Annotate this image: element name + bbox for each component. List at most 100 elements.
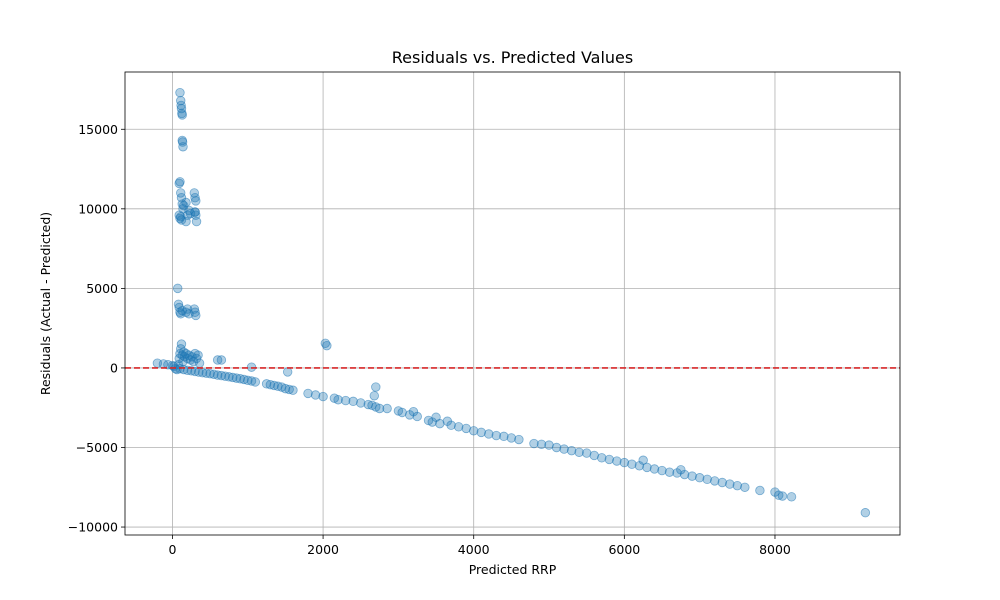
data-point [228,372,238,383]
data-point [740,482,750,492]
data-point [597,453,607,463]
data-point [363,399,373,410]
data-point [224,372,234,382]
data-point [725,479,735,489]
data-point [190,307,200,317]
data-points [152,87,871,518]
y-tick-label: −10000 [68,520,118,535]
data-point [581,448,592,458]
data-point [694,473,705,483]
data-point [175,87,185,98]
data-point [190,366,200,377]
data-point [672,468,682,478]
data-point [397,407,407,418]
data-point [212,370,223,380]
y-tick-label: 5000 [86,281,118,296]
data-point [356,398,366,408]
data-point [173,283,183,294]
data-point [638,455,648,465]
data-point [181,197,191,208]
data-point [369,391,379,401]
plot-frame [124,71,901,536]
data-point [178,142,188,152]
y-tick-label: −5000 [76,440,118,455]
data-point [574,447,584,457]
data-point [777,491,788,501]
data-point [191,310,201,321]
data-point [269,380,279,391]
data-point [427,417,437,427]
data-point [243,375,253,386]
data-point [322,340,332,351]
data-point [348,396,358,407]
data-point [176,339,187,349]
data-point [566,445,577,456]
data-point [246,376,257,386]
data-point [446,420,456,430]
data-point [280,383,291,394]
data-point [551,442,562,453]
chart-title: Residuals vs. Predicted Values [392,48,633,67]
data-point [404,410,415,420]
x-tick-label: 6000 [608,542,640,557]
data-point [190,207,200,217]
data-point [679,469,690,480]
data-point [604,454,614,465]
data-point [216,355,227,365]
grid-lines [125,72,900,535]
data-point [687,471,697,481]
data-point [536,439,547,450]
data-point [732,480,743,491]
data-point [529,438,539,449]
data-point [461,423,471,434]
data-point [212,355,223,365]
y-tick-label: 10000 [78,201,118,216]
data-point [371,382,381,392]
data-point [506,433,517,443]
data-point [774,490,784,500]
data-point [382,403,392,414]
data-point [190,192,200,203]
data-point [181,216,191,227]
data-point [340,395,351,406]
data-point [770,487,780,497]
x-axis-label: Predicted RRP [469,562,557,577]
data-point [176,95,186,106]
data-point [194,358,205,368]
data-point [860,508,871,518]
x-tick-label: 0 [168,542,176,557]
data-point [627,459,637,469]
data-point [288,385,298,395]
data-point [544,440,554,450]
data-point [453,422,464,432]
data-point [717,477,727,488]
data-point [174,178,184,189]
y-axis-label: Residuals (Actual - Predicted) [38,212,53,395]
data-point [491,430,502,441]
data-point [177,137,188,147]
data-point [189,188,199,198]
data-point [231,373,242,383]
data-point [303,388,313,399]
data-point [175,177,185,187]
data-point [786,492,797,502]
data-point [499,431,509,442]
data-point [435,418,445,429]
data-point [205,368,215,379]
data-point [265,379,276,390]
axis-ticks: 0 2000 4000 6000 8000 −10000 −5000 0 5000 10000 15… [68,122,791,557]
data-point [484,429,494,439]
data-point [612,456,622,466]
data-point [239,374,249,385]
x-tick-label: 4000 [458,542,490,557]
data-point [589,450,599,461]
data-point [333,395,343,405]
x-tick-label: 8000 [759,542,791,557]
data-point [209,369,219,380]
data-point [619,457,630,468]
y-tick-label: 0 [110,360,118,375]
data-point [374,403,385,414]
data-point [261,379,272,389]
data-point [318,391,328,402]
data-point [514,434,524,445]
